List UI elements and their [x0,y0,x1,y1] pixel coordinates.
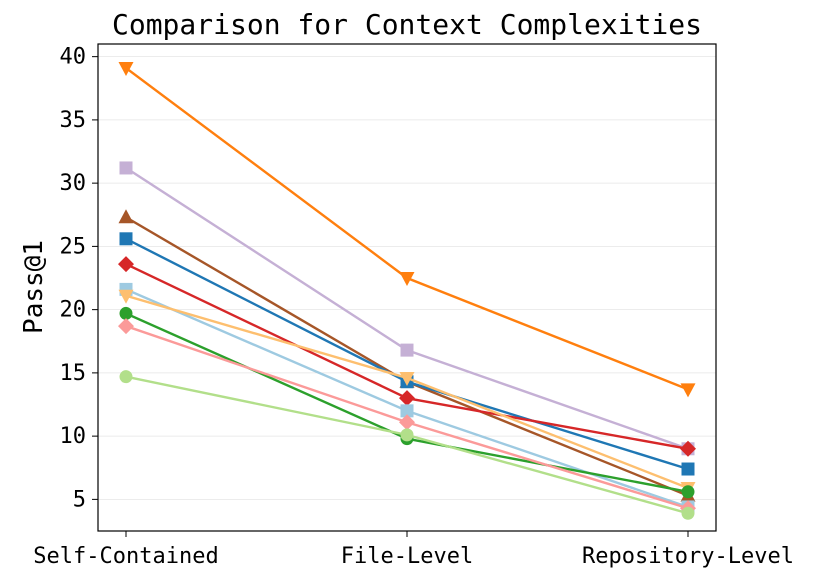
data-point [681,485,695,499]
y-tick-label: 10 [60,424,87,449]
data-point [119,232,133,246]
data-point [119,306,133,320]
series-0 [118,62,696,398]
data-point [118,209,134,224]
x-axis: Self-Contained File-Level Repository-Level [33,531,794,569]
series-line [125,67,689,391]
data-point [681,462,695,476]
data-point [119,161,133,175]
y-tick-label: 20 [60,298,87,323]
x-tick-label: Self-Contained [33,544,218,569]
y-axis: 5 10 15 20 25 30 35 40 [60,45,98,512]
data-point [681,506,695,520]
data-point [118,289,134,304]
data-point [680,440,696,457]
data-point [119,370,133,384]
data-point [400,404,414,418]
chart-title: Comparison for Context Complexities [112,8,702,41]
y-tick-label: 5 [73,487,86,512]
data-point [399,371,415,386]
y-axis-label: Pass@1 [19,240,49,334]
y-tick-label: 35 [60,108,87,133]
data-point [118,62,134,77]
series-layer [118,62,696,520]
y-tick-label: 25 [60,234,87,259]
x-tick-label: File-Level [341,544,473,569]
y-tick-label: 15 [60,361,87,386]
series-4 [118,256,696,457]
data-point [680,383,696,398]
data-point [400,343,414,357]
series-9 [119,370,695,520]
y-tick-label: 30 [60,171,87,196]
data-point [399,390,415,407]
data-point [400,428,414,442]
data-point [399,414,415,431]
data-point [118,318,134,335]
x-tick-label: Repository-Level [582,544,794,569]
data-point [399,272,415,287]
y-tick-label: 40 [60,45,87,70]
data-point [118,256,134,273]
